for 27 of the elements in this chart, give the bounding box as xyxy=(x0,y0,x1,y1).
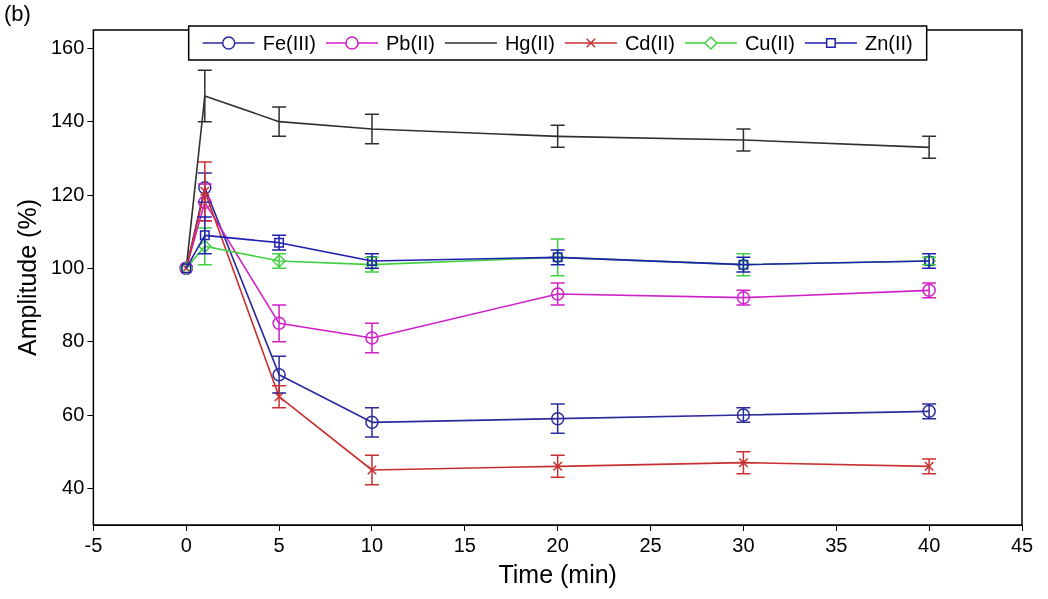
legend-label: Fe(III) xyxy=(262,31,317,54)
x-tick-label: 20 xyxy=(546,533,569,556)
legend-label: Zn(II) xyxy=(864,31,913,54)
y-tick-label: 140 xyxy=(50,109,85,132)
x-tick-label: 5 xyxy=(273,533,285,556)
x-tick-label: 0 xyxy=(180,533,192,556)
y-tick-label: 120 xyxy=(50,182,85,205)
y-axis-title: Amplitude (%) xyxy=(12,199,41,356)
legend-label: Pb(II) xyxy=(386,31,435,54)
x-axis-title: Time (min) xyxy=(498,559,617,588)
y-tick-label: 40 xyxy=(62,475,85,498)
text: (b) xyxy=(4,1,31,27)
y-tick-label: 80 xyxy=(62,329,85,352)
legend-label: Cu(II) xyxy=(744,31,795,54)
y-tick-label: 160 xyxy=(50,35,85,58)
x-tick-label: -5 xyxy=(84,533,103,556)
x-tick-label: 15 xyxy=(453,533,476,556)
x-tick-label: 10 xyxy=(360,533,384,556)
x-tick-label: 35 xyxy=(825,533,848,556)
x-tick-label: 45 xyxy=(1010,533,1034,556)
legend-label: Cd(II) xyxy=(624,31,675,54)
y-tick-label: 100 xyxy=(50,255,85,278)
x-tick-label: 30 xyxy=(732,533,755,556)
y-tick-label: 60 xyxy=(62,402,85,425)
legend-label: Hg(II) xyxy=(504,31,555,54)
x-tick-label: 25 xyxy=(639,533,662,556)
x-tick-label: 40 xyxy=(918,533,941,556)
